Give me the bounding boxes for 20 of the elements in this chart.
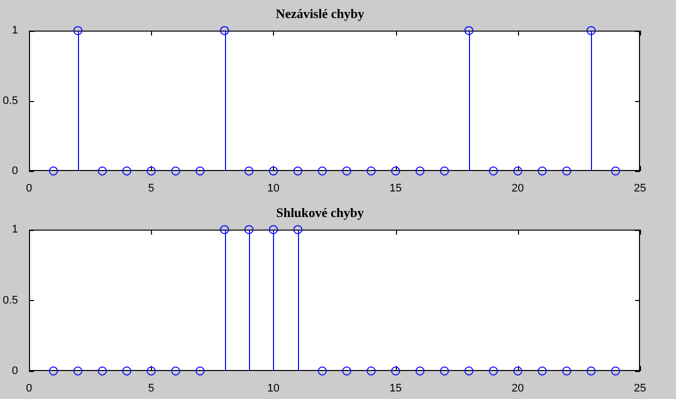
y-tick-label: 1 xyxy=(12,224,18,236)
x-tick-label: 5 xyxy=(148,182,154,195)
y-tick-label: 0.5 xyxy=(2,94,18,107)
x-tick-label: 0 xyxy=(26,182,32,195)
y-tick-label: 0 xyxy=(12,165,18,178)
y-tick-label: 1 xyxy=(12,24,18,37)
x-tick-label: 5 xyxy=(148,382,154,395)
x-tick-label: 10 xyxy=(267,182,280,195)
x-tick-label: 0 xyxy=(26,382,32,395)
x-tick-label: 15 xyxy=(389,182,402,195)
x-tick-label: 25 xyxy=(634,182,646,195)
x-tick-label: 10 xyxy=(267,382,280,395)
x-tick-label: 20 xyxy=(512,382,524,395)
x-tick-label: 25 xyxy=(634,382,646,395)
y-tick-label: 0 xyxy=(12,365,18,378)
chart-title: Nezávislé chyby xyxy=(276,6,365,22)
y-tick-label: 0.5 xyxy=(2,294,18,306)
x-tick-label: 15 xyxy=(389,382,402,395)
x-tick-label: 20 xyxy=(512,182,524,195)
chart-title: Shlukové chyby xyxy=(276,205,364,220)
